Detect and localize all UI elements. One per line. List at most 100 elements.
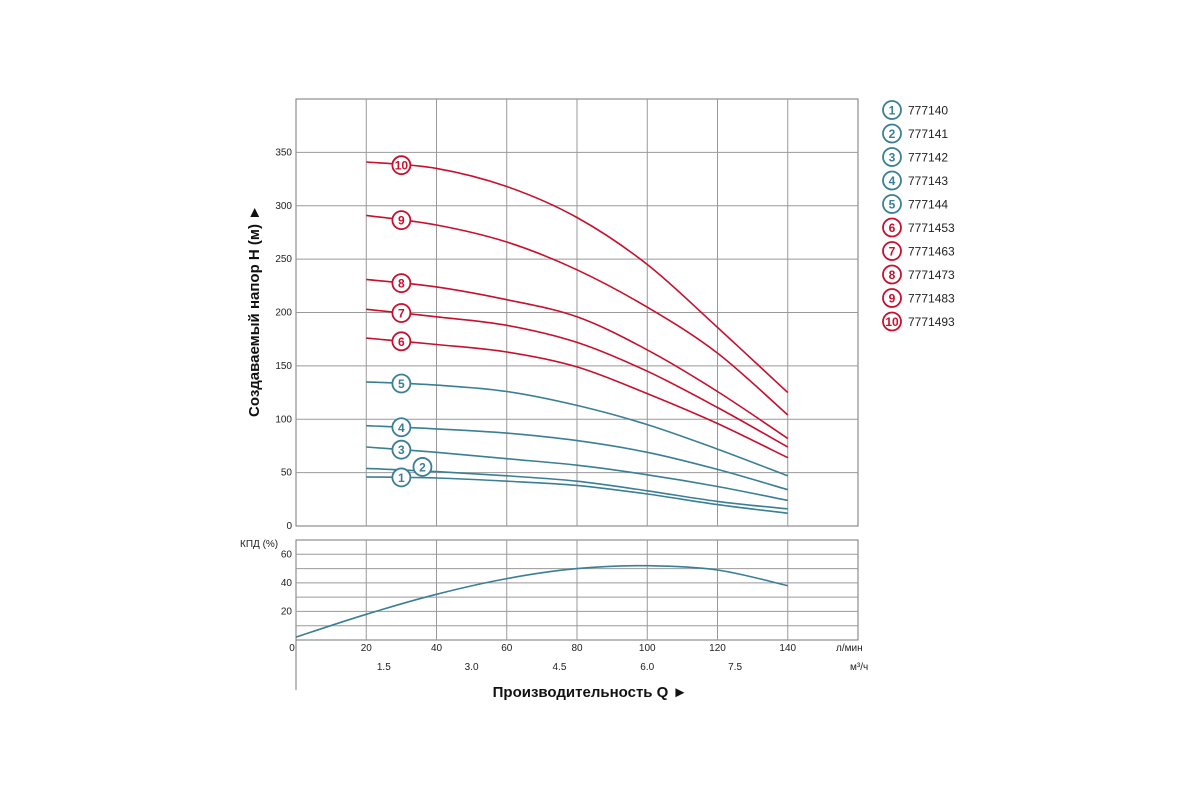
series-line-9 [366, 214, 789, 416]
marker-circle [391, 417, 412, 438]
marker-circle [391, 331, 412, 352]
x-axis-title: Производительность Q ► [493, 684, 688, 701]
head-y-tick-label: 150 [275, 361, 292, 372]
legend-label: 777143 [908, 174, 948, 188]
series-marker-8: 8 [391, 273, 412, 294]
efficiency-y-tick-label: 60 [281, 549, 293, 560]
legend-label: 7771453 [908, 221, 955, 235]
x-tick-label-lmin: 80 [571, 643, 583, 654]
legend-marker [882, 241, 902, 261]
efficiency-plot-grid [295, 539, 859, 641]
legend-marker [882, 288, 902, 308]
legend-entry-1: 1 777140 [882, 100, 948, 120]
series-marker-5: 5 [391, 373, 412, 394]
marker-number: 6 [398, 335, 405, 349]
legend-label: 7771493 [908, 315, 955, 329]
legend-entry-5: 5 777144 [882, 194, 948, 214]
series-line-10 [366, 161, 789, 394]
series-lines [295, 161, 789, 638]
legend-marker-number: 2 [889, 127, 896, 141]
legend-label: 7771473 [908, 268, 955, 282]
legend-marker-number: 7 [889, 245, 896, 259]
marker-circle [391, 439, 412, 460]
marker-number: 9 [398, 214, 405, 228]
series-marker-10: 10 [391, 155, 412, 176]
legend-marker-number: 8 [889, 268, 896, 282]
x-tick-label-lmin: 20 [361, 643, 373, 654]
head-y-tick-label: 0 [286, 521, 292, 532]
marker-circle [391, 373, 412, 394]
x-unit-lmin: л/мин [836, 643, 863, 654]
head-y-tick-label: 200 [275, 308, 292, 319]
series-marker-7: 7 [391, 303, 412, 323]
x-unit-m3h: м³/ч [850, 662, 868, 673]
x-tick-label-m3h: 3.0 [465, 662, 479, 673]
x-tick-label-lmin: 120 [709, 643, 726, 654]
series-line-6 [366, 337, 789, 459]
efficiency-y-tick-label: 40 [281, 578, 293, 589]
legend-label: 7771463 [908, 245, 955, 259]
marker-circle [391, 467, 412, 488]
legend-marker [882, 217, 902, 238]
series-marker-1: 1 [391, 467, 412, 488]
series-line-1 [366, 476, 788, 514]
legend-marker [882, 147, 902, 167]
x-tick-label-m3h: 6.0 [640, 662, 654, 673]
series-line-2 [366, 467, 788, 510]
x-tick-label-lmin: 0 [289, 643, 295, 654]
legend-entry-4: 4 777143 [882, 170, 948, 191]
legend-marker-number: 3 [889, 151, 896, 165]
series-marker-3: 3 [391, 439, 412, 460]
x-tick-label-lmin: 140 [779, 643, 796, 654]
legend-entry-10: 10 7771493 [882, 311, 955, 332]
legend-label: 777144 [908, 198, 948, 212]
legend-marker [882, 264, 902, 285]
marker-circle [391, 303, 412, 323]
axis-ticks: 0 50 100 150 200 250 300 350 20 40 60 0 20 40 60 80 100 1… [275, 147, 797, 690]
series-line-3 [366, 446, 788, 502]
legend-label: 777140 [908, 104, 948, 118]
series-markers: 123 4 5 6 7 8 9 10 [391, 155, 433, 488]
series-line-5 [366, 381, 789, 477]
legend-marker [882, 123, 902, 144]
legend-label: 7771483 [908, 292, 955, 306]
series-marker-4: 4 [391, 417, 412, 438]
x-tick-label-m3h: 7.5 [728, 662, 742, 673]
marker-number: 7 [398, 307, 405, 321]
marker-circle [391, 155, 412, 176]
efficiency-y-tick-label: 20 [281, 606, 293, 617]
legend-label: 777141 [908, 127, 948, 141]
series-line-4 [366, 424, 789, 491]
legend-marker-number: 9 [889, 292, 896, 306]
legend-entry-6: 6 7771453 [882, 217, 955, 238]
marker-circle [412, 457, 433, 477]
marker-number: 1 [398, 471, 405, 485]
series-line-7 [366, 308, 789, 448]
efficiency-line [295, 564, 788, 638]
x-tick-label-lmin: 40 [431, 643, 443, 654]
legend-entry-8: 8 7771473 [882, 264, 955, 285]
x-tick-label-lmin: 60 [501, 643, 513, 654]
head-y-tick-label: 50 [281, 468, 293, 479]
marker-number: 10 [395, 159, 409, 173]
x-tick-label-m3h: 1.5 [377, 662, 391, 673]
x-tick-label-m3h: 4.5 [552, 662, 566, 673]
head-y-tick-label: 350 [275, 147, 292, 158]
legend-label: 777142 [908, 151, 948, 165]
marker-number: 4 [398, 421, 405, 435]
series-marker-2: 2 [412, 457, 433, 477]
legend-marker-number: 10 [885, 315, 899, 329]
series-marker-9: 9 [391, 210, 412, 231]
legend-entry-9: 9 7771483 [882, 288, 955, 308]
legend-marker-number: 1 [889, 104, 896, 118]
marker-circle [391, 210, 412, 231]
y-axis-title-efficiency: КПД (%) [240, 539, 278, 550]
legend-entry-2: 2 777141 [882, 123, 948, 144]
head-y-tick-label: 250 [275, 254, 292, 265]
legend-marker-number: 5 [889, 198, 896, 212]
legend: 1 777140 2 777141 3 777142 4 777143 5 777144 6 7771… [882, 100, 955, 332]
legend-marker [882, 194, 902, 214]
marker-number: 2 [419, 460, 426, 474]
